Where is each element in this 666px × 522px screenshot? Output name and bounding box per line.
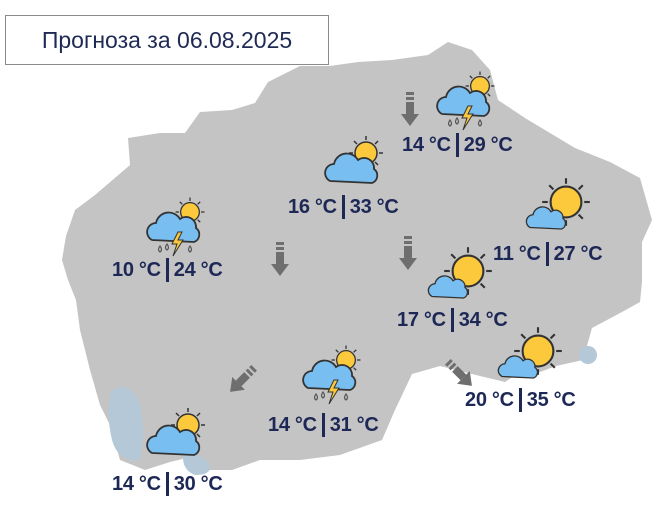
lake-dojran — [579, 346, 597, 364]
separator — [165, 472, 169, 496]
separator — [518, 388, 522, 412]
lake-prespa — [182, 453, 210, 475]
separator — [341, 195, 345, 219]
separator — [165, 258, 169, 282]
min-temp: 16 °C — [288, 195, 337, 218]
lake-ohrid — [108, 387, 143, 461]
forecast-title-box: Прогноза за 06.08.2025 — [5, 15, 329, 65]
min-temp: 14 °C — [268, 413, 317, 436]
min-temp: 14 °C — [402, 133, 451, 156]
temperature-label: 20 °C 35 °C — [465, 388, 576, 412]
temperature-label: 11 °C 27 °C — [493, 242, 603, 266]
max-temp: 33 °C — [349, 195, 399, 218]
separator — [321, 413, 325, 437]
max-temp: 24 °C — [173, 258, 223, 281]
separator — [455, 133, 459, 157]
temperature-label: 14 °C 29 °C — [402, 133, 513, 157]
min-temp: 17 °C — [397, 308, 446, 331]
separator — [450, 308, 454, 332]
forecast-title: Прогноза за 06.08.2025 — [41, 26, 293, 53]
min-temp: 11 °C — [493, 242, 541, 265]
max-temp: 34 °C — [458, 308, 508, 331]
temperature-label: 16 °C 33 °C — [288, 195, 399, 219]
max-temp: 30 °C — [173, 472, 223, 495]
max-temp: 27 °C — [553, 242, 603, 265]
temperature-label: 14 °C 31 °C — [268, 413, 379, 437]
max-temp: 29 °C — [463, 133, 513, 156]
temperature-label: 10 °C 24 °C — [112, 258, 223, 282]
min-temp: 10 °C — [112, 258, 161, 281]
temperature-label: 17 °C 34 °C — [397, 308, 508, 332]
min-temp: 14 °C — [112, 472, 161, 495]
min-temp: 20 °C — [465, 388, 514, 411]
temperature-label: 14 °C 30 °C — [112, 472, 223, 496]
max-temp: 31 °C — [329, 413, 379, 436]
separator — [545, 242, 549, 266]
max-temp: 35 °C — [526, 388, 576, 411]
